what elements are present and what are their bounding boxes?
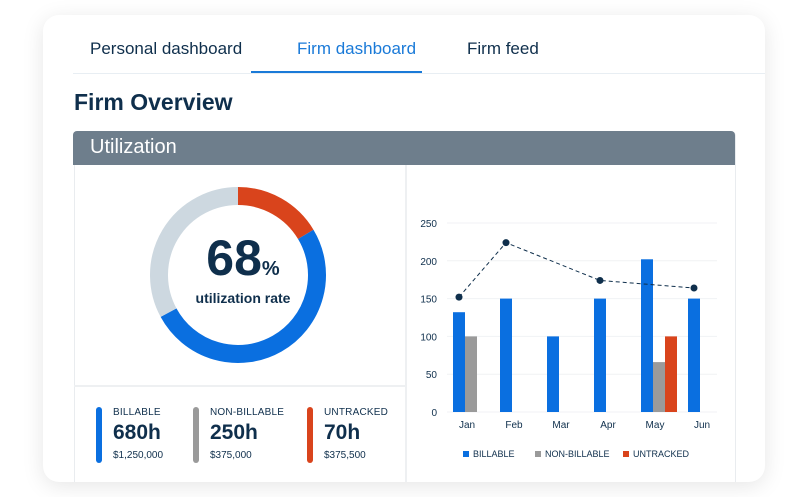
bar-billable-mar <box>547 336 559 412</box>
panel-header: Utilization <box>73 131 735 165</box>
tab-personal-dashboard[interactable]: Personal dashboard <box>90 39 243 58</box>
monthly-hours-chart: 0 50 100 150 200 250 Jan Feb Mar Apr May Jun BILLABL… <box>420 219 717 459</box>
percent-value: 68 <box>206 230 262 286</box>
bar-billable-jun <box>688 298 700 412</box>
stat-label: UNTRACKED <box>324 407 389 418</box>
stat-amount: $1,250,000 <box>113 450 164 461</box>
x-tick-label: Mar <box>552 420 570 431</box>
y-tick-label: 200 <box>420 257 437 268</box>
bar-untracked-may <box>665 336 677 412</box>
dashboard-card: Personal dashboard Firm dashboard Firm f… <box>43 15 765 482</box>
bar-billable-feb <box>500 298 512 412</box>
tab-firm-dashboard[interactable]: Firm dashboard <box>297 39 417 58</box>
percent-sign: % <box>261 258 280 280</box>
y-tick-label: 50 <box>426 370 438 381</box>
legend-swatch-billable <box>463 451 469 457</box>
legend-label: NON-BILLABLE <box>545 449 610 459</box>
legend-swatch-non-billable <box>535 451 541 457</box>
trend-line <box>458 242 695 298</box>
donut-segment-billable <box>160 229 326 363</box>
non-billable-color-bar <box>193 407 199 463</box>
legend-swatch-untracked <box>623 451 629 457</box>
tab-firm-feed[interactable]: Firm feed <box>467 39 539 58</box>
stat-hours: 70h <box>324 421 361 444</box>
utilization-donut <box>150 187 326 363</box>
donut-segment-non-billable <box>150 187 239 317</box>
utilization-label: utilization rate <box>195 290 291 306</box>
bar-billable-apr <box>594 298 606 412</box>
stat-amount: $375,000 <box>210 450 252 461</box>
x-tick-label: Feb <box>505 420 523 431</box>
utilization-percent: 68% <box>198 233 288 283</box>
trend-point <box>690 284 698 292</box>
trend-point <box>502 239 510 247</box>
y-tick-label: 100 <box>420 332 437 343</box>
donut-segment-untracked <box>237 187 314 240</box>
trend-point <box>455 293 463 301</box>
stat-hours: 250h <box>210 421 258 444</box>
stat-hours: 680h <box>113 421 161 444</box>
x-tick-label: Apr <box>600 420 616 431</box>
x-tick-label: Jan <box>459 420 475 431</box>
y-tick-label: 150 <box>420 295 437 306</box>
x-tick-label: Jun <box>694 420 710 431</box>
panel-divider-horizontal <box>74 385 405 387</box>
stat-label: NON-BILLABLE <box>210 407 285 418</box>
bar-billable-jan <box>453 312 465 412</box>
y-tick-label: 250 <box>420 219 437 230</box>
panel-divider-vertical <box>405 165 407 482</box>
stat-amount: $375,500 <box>324 450 366 461</box>
active-tab-indicator <box>251 71 422 73</box>
trend-point <box>596 276 604 284</box>
panel-title: Utilization <box>90 136 177 158</box>
bar-non-billable-jan <box>465 336 477 412</box>
bar-non-billable-may <box>653 362 665 412</box>
x-tick-label: May <box>646 420 665 431</box>
stat-label: BILLABLE <box>113 407 161 418</box>
y-tick-label: 0 <box>431 408 437 419</box>
billable-color-bar <box>96 407 102 463</box>
legend-label: UNTRACKED <box>633 449 690 459</box>
utilization-panel <box>74 132 736 482</box>
bar-billable-may <box>641 259 653 412</box>
page-title: Firm Overview <box>74 89 233 115</box>
untracked-color-bar <box>307 407 313 463</box>
legend-label: BILLABLE <box>473 449 515 459</box>
tab-bar: Personal dashboard Firm dashboard Firm f… <box>73 15 765 74</box>
